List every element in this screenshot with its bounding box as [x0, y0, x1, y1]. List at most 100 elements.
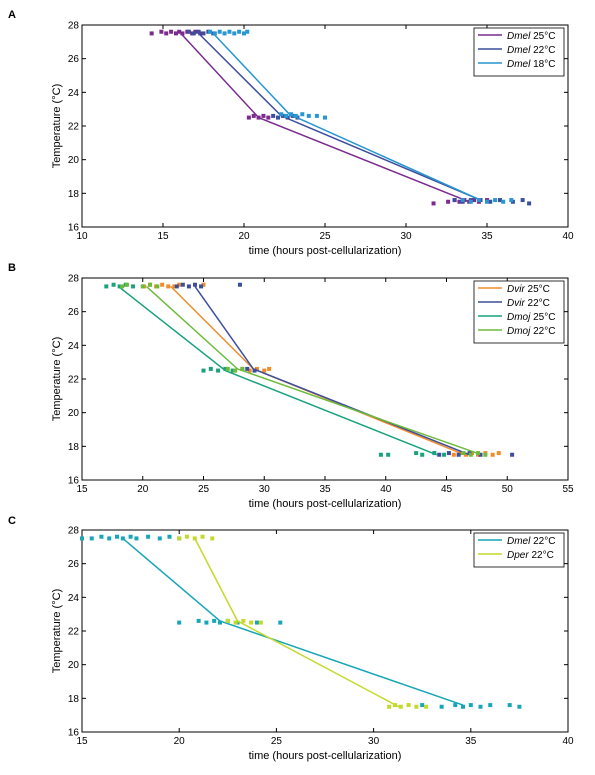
y-tick-label: 20 — [68, 660, 80, 671]
data-point — [378, 452, 383, 457]
x-tick-label: 35 — [465, 736, 477, 747]
x-tick-label: 40 — [380, 484, 392, 495]
legend-temperature: 25°C — [530, 31, 555, 42]
x-tick-label: 35 — [481, 231, 493, 242]
data-point — [472, 198, 477, 203]
data-point — [476, 451, 481, 456]
legend-species: Dmel — [507, 45, 531, 56]
legend-species: Dmel — [507, 536, 531, 547]
data-point — [201, 282, 206, 287]
x-tick-label: 15 — [157, 231, 169, 242]
data-point — [201, 368, 206, 373]
legend-species: Dvir — [507, 284, 525, 295]
y-tick-label: 26 — [68, 54, 80, 65]
x-tick-label: 40 — [562, 736, 574, 747]
x-axis-label: time (hours post-cellularization) — [249, 498, 402, 510]
data-point — [128, 534, 133, 539]
data-point — [242, 31, 246, 36]
data-point — [478, 704, 483, 709]
data-point — [461, 451, 466, 456]
data-point — [323, 115, 327, 120]
data-point — [476, 198, 481, 203]
data-point — [177, 620, 182, 625]
series-3 — [120, 282, 488, 457]
data-point — [212, 31, 217, 36]
x-tick-label: 35 — [319, 484, 331, 495]
y-axis-label: Temperature (°C) — [51, 84, 63, 168]
data-point — [278, 620, 283, 625]
y-axis-label: Temperature (°C) — [51, 589, 63, 673]
data-point — [254, 366, 259, 371]
data-point — [218, 620, 223, 625]
data-point — [245, 366, 250, 371]
y-tick-label: 24 — [68, 341, 80, 352]
legend-entry: Dvir 22°C — [507, 298, 550, 309]
data-point — [414, 704, 419, 709]
panel-label: B — [8, 262, 16, 274]
data-point — [191, 31, 196, 36]
data-point — [80, 536, 84, 541]
data-point — [490, 452, 495, 457]
data-point — [468, 199, 473, 204]
x-tick-label: 15 — [76, 484, 88, 495]
y-tick-label: 24 — [68, 593, 80, 604]
data-point — [457, 199, 462, 204]
data-point — [160, 282, 165, 287]
data-point — [117, 284, 122, 289]
data-point — [398, 704, 403, 709]
y-tick-label: 24 — [68, 88, 80, 99]
data-point — [314, 113, 319, 118]
data-point — [453, 703, 458, 708]
data-point — [186, 284, 191, 289]
legend-entry: Dvir 25°C — [507, 284, 550, 295]
data-point — [146, 534, 151, 539]
data-point — [99, 534, 104, 539]
legend-entry: Dmoj 25°C — [507, 312, 555, 323]
x-tick-label: 40 — [562, 231, 574, 242]
legend-species: Dmel — [507, 31, 531, 42]
data-point — [460, 198, 465, 203]
data-point — [414, 451, 419, 456]
data-point — [249, 620, 254, 625]
data-point — [306, 113, 311, 118]
data-point — [167, 534, 172, 539]
data-point — [107, 536, 112, 541]
data-point — [196, 618, 201, 623]
data-point — [200, 534, 205, 539]
data-point — [186, 29, 191, 34]
data-point — [437, 452, 442, 457]
data-point — [432, 451, 437, 456]
data-point — [134, 536, 139, 541]
data-point — [254, 620, 259, 625]
data-point — [501, 199, 506, 204]
y-tick-label: 16 — [68, 476, 80, 487]
data-point — [493, 198, 498, 203]
data-point — [420, 452, 425, 457]
data-point — [424, 704, 429, 709]
series-1 — [177, 534, 429, 709]
data-point — [204, 620, 209, 625]
y-tick-label: 26 — [68, 307, 80, 318]
y-tick-label: 22 — [68, 122, 80, 133]
data-point — [497, 198, 502, 203]
data-point — [111, 282, 116, 287]
data-point — [241, 618, 246, 623]
data-point — [406, 703, 411, 708]
data-point — [446, 451, 451, 456]
data-point — [216, 368, 221, 373]
data-point — [451, 452, 456, 457]
data-point — [180, 282, 185, 287]
data-point — [173, 31, 178, 36]
data-point — [485, 199, 489, 204]
y-tick-label: 22 — [68, 627, 80, 638]
data-point — [159, 29, 164, 34]
data-point — [131, 284, 136, 289]
chart-panel-b: B 15 20 25 30 35 40 45 50 55 16 18 20 22 24 26 28 time (h… — [8, 262, 574, 510]
y-tick-label: 26 — [68, 559, 80, 570]
data-point — [517, 704, 522, 709]
data-point — [227, 29, 232, 34]
chart-panel-c: C 15 20 25 30 35 40 16 18 20 22 24 26 28 time (hours p… — [8, 515, 574, 762]
y-axis-label: Temperature (°C) — [51, 337, 63, 421]
